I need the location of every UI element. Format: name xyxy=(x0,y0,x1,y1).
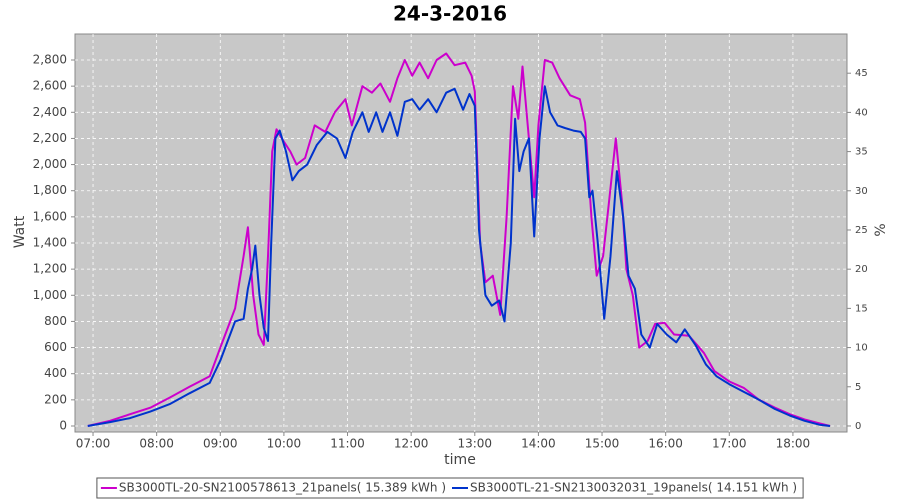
legend: SB3000TL-20-SN2100578613_21panels( 15.38… xyxy=(96,477,804,499)
legend-label: SB3000TL-20-SN2100578613_21panels( 15.38… xyxy=(119,481,446,495)
chart-title: 24-3-2016 xyxy=(393,2,507,26)
y-tick-label: 1,600 xyxy=(33,209,67,223)
series-line xyxy=(87,85,831,427)
y2-tick-label: 45 xyxy=(855,68,868,79)
x-tick-label: 17:00 xyxy=(712,437,747,451)
x-tick-label: 09:00 xyxy=(203,437,238,451)
y2-axis-label: % xyxy=(873,223,889,236)
y-tick-label: 0 xyxy=(59,418,67,432)
y-tick-label: 200 xyxy=(44,392,67,406)
x-tick-label: 13:00 xyxy=(457,437,492,451)
y2-tick-label: 25 xyxy=(855,225,868,236)
y-tick-label: 600 xyxy=(44,340,67,354)
y-tick-label: 2,800 xyxy=(33,53,67,67)
y-tick-label: 2,400 xyxy=(33,105,67,119)
x-axis-label: time xyxy=(444,452,476,468)
y-tick-label: 1,200 xyxy=(33,262,67,276)
x-tick-label: 12:00 xyxy=(394,437,429,451)
y2-tick-label: 30 xyxy=(855,186,868,197)
x-tick-label: 15:00 xyxy=(585,437,620,451)
x-tick-label: 11:00 xyxy=(330,437,365,451)
legend-box xyxy=(96,477,804,499)
y-tick-label: 2,600 xyxy=(33,79,67,93)
y-axis-label: Watt xyxy=(12,215,28,248)
legend-label: SB3000TL-21-SN2130032031_19panels( 14.15… xyxy=(470,481,797,495)
x-tick-label: 16:00 xyxy=(648,437,683,451)
y2-tick-label: 5 xyxy=(855,382,861,393)
y-tick-label: 2,000 xyxy=(33,157,67,171)
y-tick-label: 2,200 xyxy=(33,131,67,145)
y2-tick-label: 35 xyxy=(855,147,868,158)
y-tick-label: 400 xyxy=(44,366,67,380)
y-tick-label: 1,000 xyxy=(33,288,67,302)
x-tick-label: 14:00 xyxy=(521,437,556,451)
x-tick-label: 10:00 xyxy=(267,437,302,451)
y-tick-label: 1,400 xyxy=(33,235,67,249)
y-tick-label: 1,800 xyxy=(33,183,67,197)
plot-area xyxy=(74,33,848,433)
y2-tick-label: 10 xyxy=(855,343,868,354)
x-tick-label: 07:00 xyxy=(76,437,111,451)
y2-tick-label: 15 xyxy=(855,303,868,314)
y-tick-label: 800 xyxy=(44,314,67,328)
x-tick-label: 08:00 xyxy=(139,437,174,451)
y2-tick-label: 40 xyxy=(855,107,868,118)
y2-tick-label: 20 xyxy=(855,264,868,275)
y2-tick-label: 0 xyxy=(855,421,861,432)
x-tick-label: 18:00 xyxy=(776,437,811,451)
